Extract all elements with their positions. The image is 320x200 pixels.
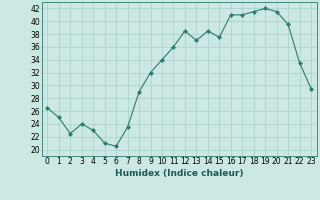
X-axis label: Humidex (Indice chaleur): Humidex (Indice chaleur) bbox=[115, 169, 244, 178]
